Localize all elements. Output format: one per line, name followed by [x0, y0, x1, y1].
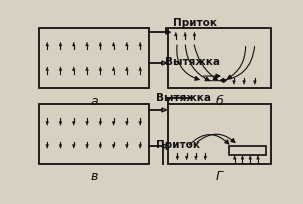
Polygon shape	[193, 32, 196, 36]
Polygon shape	[139, 42, 142, 46]
Polygon shape	[72, 145, 75, 149]
Polygon shape	[59, 42, 62, 46]
Polygon shape	[46, 67, 48, 71]
Bar	[39, 104, 149, 164]
Polygon shape	[99, 122, 102, 125]
Polygon shape	[72, 67, 75, 71]
Polygon shape	[125, 145, 128, 149]
Polygon shape	[99, 145, 102, 149]
Text: в: в	[91, 170, 98, 183]
Text: а: а	[91, 94, 98, 108]
Polygon shape	[249, 155, 251, 159]
Polygon shape	[112, 145, 115, 149]
Polygon shape	[243, 81, 245, 84]
Polygon shape	[99, 67, 102, 71]
Polygon shape	[112, 122, 115, 125]
Polygon shape	[162, 108, 167, 112]
Polygon shape	[204, 156, 207, 160]
Polygon shape	[162, 61, 167, 65]
Polygon shape	[86, 122, 88, 125]
Polygon shape	[233, 81, 235, 84]
Text: Вытяжка: Вытяжка	[165, 57, 220, 67]
Polygon shape	[86, 67, 88, 71]
Polygon shape	[59, 122, 62, 125]
Polygon shape	[72, 122, 75, 125]
Polygon shape	[139, 122, 142, 125]
Polygon shape	[163, 144, 168, 148]
Polygon shape	[176, 156, 179, 160]
Text: Приток: Приток	[156, 140, 200, 150]
Polygon shape	[139, 67, 142, 71]
Polygon shape	[241, 155, 244, 159]
Bar	[39, 28, 149, 88]
Polygon shape	[125, 42, 128, 46]
Text: Вытяжка: Вытяжка	[156, 93, 211, 103]
Polygon shape	[125, 122, 128, 125]
Polygon shape	[233, 155, 236, 159]
Polygon shape	[184, 32, 186, 36]
Polygon shape	[257, 155, 259, 159]
Polygon shape	[112, 42, 115, 46]
Polygon shape	[46, 42, 48, 46]
Polygon shape	[185, 156, 188, 160]
Polygon shape	[175, 32, 177, 36]
Polygon shape	[46, 145, 48, 149]
Polygon shape	[195, 156, 197, 160]
Bar	[168, 104, 271, 164]
Polygon shape	[59, 67, 62, 71]
Text: Г: Г	[216, 170, 223, 183]
Polygon shape	[72, 42, 75, 46]
Polygon shape	[139, 145, 142, 149]
Polygon shape	[99, 42, 102, 46]
Bar	[168, 28, 271, 88]
Polygon shape	[112, 67, 115, 71]
Polygon shape	[125, 67, 128, 71]
Polygon shape	[59, 145, 62, 149]
Polygon shape	[46, 122, 48, 125]
Text: Приток: Приток	[174, 18, 218, 28]
Polygon shape	[166, 30, 170, 34]
Polygon shape	[254, 81, 256, 84]
Polygon shape	[86, 42, 88, 46]
Bar	[228, 146, 266, 155]
Polygon shape	[86, 145, 88, 149]
Text: б: б	[216, 94, 224, 108]
